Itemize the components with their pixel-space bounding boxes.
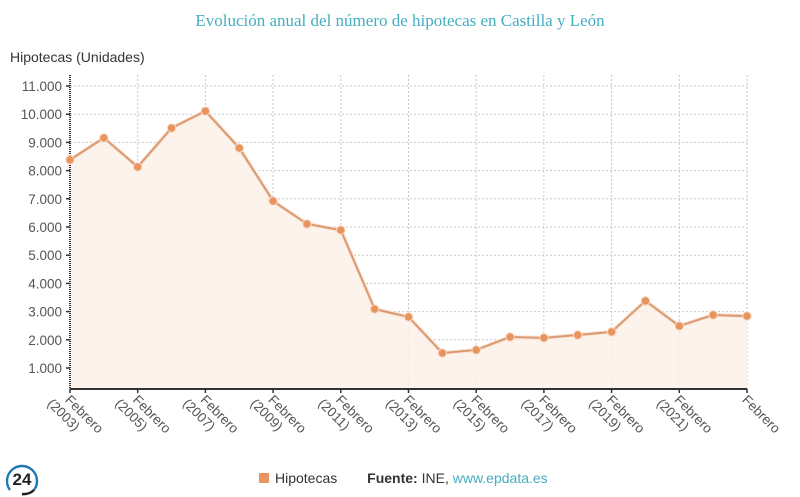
y-tick-label: 5.000 — [28, 248, 62, 263]
legend-swatch-hipotecas — [259, 473, 269, 483]
data-point-2020 — [640, 296, 651, 306]
y-tick-label: 7.000 — [28, 192, 62, 207]
x-tick-label: Febrero(2019) — [586, 392, 648, 436]
y-tick-label: 10.000 — [21, 107, 62, 122]
data-point-2018 — [573, 330, 583, 340]
y-tick-label: 2.000 — [28, 333, 62, 348]
legend: Hipotecas Fuente: INE, www.epdata.es — [259, 470, 548, 486]
series-group — [65, 106, 752, 358]
x-tick-label-month: Febrero — [739, 392, 783, 436]
logo-text: 24 — [13, 470, 32, 489]
data-point-2010 — [302, 219, 312, 229]
data-point-2009 — [268, 196, 278, 206]
data-point-2012 — [369, 304, 380, 314]
y-tick-label: 9.000 — [28, 135, 62, 150]
area-fill-group — [70, 111, 747, 390]
data-point-2023 — [742, 311, 752, 321]
data-point-2011 — [336, 225, 346, 235]
x-tick-label: Febrero(2015) — [451, 392, 513, 436]
y-tick-labels: 1.000 2.000 3.000 4.000 5.000 6.000 7.000 8.000… — [21, 79, 62, 376]
chart-title: Evolución anual del número de hipotecas … — [195, 11, 605, 30]
y-tick-label: 4.000 — [28, 276, 62, 291]
source-note: Fuente: INE, www.epdata.es — [367, 470, 548, 486]
data-point-2021 — [674, 321, 684, 331]
x-tick-label: Febrero(2017) — [518, 392, 580, 436]
source-text: INE, — [417, 470, 453, 486]
y-axis-label: Hipotecas (Unidades) — [10, 49, 145, 65]
data-point-2014 — [437, 348, 448, 358]
data-point-2003 — [65, 155, 75, 165]
europa-press-24-logo: 24 — [5, 464, 39, 496]
data-point-2019 — [606, 327, 617, 337]
data-point-2022 — [708, 310, 718, 320]
data-point-2017 — [539, 333, 549, 343]
data-point-2013 — [403, 312, 414, 322]
source-label: Fuente: — [367, 470, 418, 486]
axes — [66, 75, 748, 393]
data-point-2015 — [471, 345, 481, 355]
data-point-2006 — [166, 123, 177, 133]
x-tick-label: Febrero — [739, 392, 783, 436]
y-tick-label: 11.000 — [22, 79, 62, 94]
y-tick-label: 6.000 — [28, 220, 62, 235]
x-tick-label: Febrero(2003) — [45, 392, 107, 436]
y-tick-label: 1.000 — [28, 361, 62, 376]
data-point-2004 — [99, 133, 109, 143]
x-tick-label: Febrero(2013) — [383, 392, 445, 436]
legend-label-hipotecas[interactable]: Hipotecas — [275, 470, 338, 486]
data-point-2005 — [133, 162, 143, 172]
area-fill — [70, 111, 747, 390]
x-tick-labels: Febrero(2003) Febrero(2005) Febrero(2007) F… — [45, 392, 784, 436]
y-tick-label: 8.000 — [28, 164, 62, 179]
source-link[interactable]: www.epdata.es — [452, 470, 548, 486]
data-point-2007 — [200, 106, 211, 116]
data-point-2016 — [505, 332, 515, 342]
chart-svg: 1.000 2.000 3.000 4.000 5.000 6.000 7.000 8.000… — [21, 75, 784, 436]
x-tick-label: Febrero(2007) — [180, 392, 242, 436]
x-tick-label: Febrero(2021) — [654, 392, 716, 436]
data-point-2008 — [234, 143, 244, 153]
x-tick-label: Febrero(2009) — [248, 392, 310, 436]
y-tick-label: 3.000 — [28, 305, 62, 320]
x-tick-label: Febrero(2005) — [112, 392, 174, 436]
x-tick-label: Febrero(2011) — [315, 392, 377, 436]
